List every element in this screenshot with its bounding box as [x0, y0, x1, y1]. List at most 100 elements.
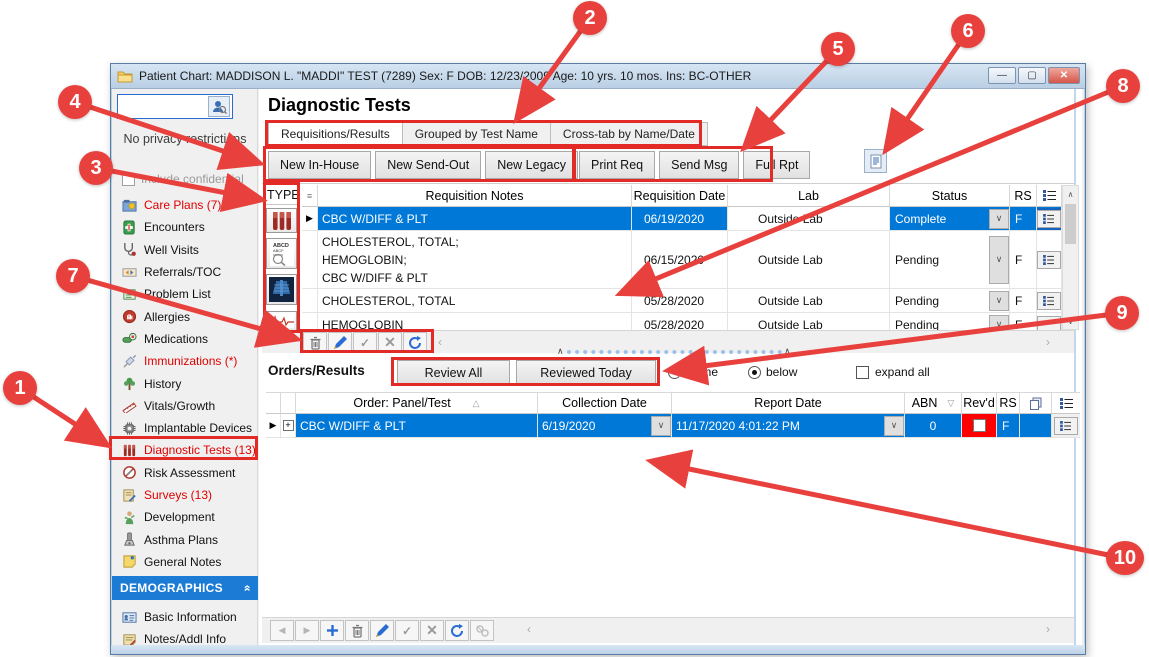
scroll-down-icon[interactable]: ∨ — [1067, 316, 1074, 326]
col-report-date[interactable]: Report Date — [672, 393, 905, 414]
reviewed-today-button[interactable]: Reviewed Today — [516, 360, 656, 385]
include-confidential-row[interactable]: Include confidential — [122, 172, 244, 186]
row-detail-button[interactable] — [1037, 289, 1062, 313]
collection-date-dropdown[interactable]: 6/19/2020 ∨ — [538, 414, 672, 438]
expand-all-checkbox[interactable] — [856, 365, 869, 379]
inline-radio[interactable]: in-line — [668, 365, 718, 379]
col-lab[interactable]: Lab — [728, 185, 890, 207]
requisitions-scrollbar[interactable]: ∧ ∨ — [1062, 185, 1079, 330]
demographics-header[interactable]: DEMOGRAPHICS » — [112, 576, 258, 600]
minimize-button[interactable]: — — [988, 67, 1016, 84]
reviewed-flag-cell[interactable] — [962, 414, 997, 438]
splitter-collapse-icon[interactable]: ∧ — [784, 346, 791, 356]
col-rs2[interactable]: RS — [997, 393, 1020, 414]
filter-imaging-tests-button[interactable] — [266, 274, 297, 305]
print-req-button[interactable]: Print Req — [579, 151, 656, 179]
sidebar-item-implantable-devices[interactable]: Implantable Devices — [112, 417, 258, 439]
confirm-icon[interactable]: ✓ — [395, 620, 419, 641]
hscroll-right-icon[interactable]: › — [1046, 622, 1050, 636]
row-detail-button[interactable] — [1052, 414, 1080, 438]
col-collection-date[interactable]: Collection Date — [538, 393, 672, 414]
column-chooser-icon[interactable]: ≡ — [302, 185, 318, 207]
requisition-row[interactable]: CHOLESTEROL, TOTAL; HEMOGLOBIN; CBC W/DI… — [302, 231, 1062, 289]
col-rs[interactable]: RS — [1010, 185, 1037, 207]
add-icon[interactable] — [320, 620, 344, 641]
status-dropdown[interactable]: Pending ∨ — [890, 231, 1010, 289]
status-dropdown[interactable]: Pending ∨ — [890, 313, 1010, 330]
report-date-dropdown[interactable]: 11/17/2020 4:01:22 PM ∨ — [672, 414, 905, 438]
report-doc-button[interactable] — [864, 149, 887, 173]
col-order-panel-test[interactable]: Order: Panel/Test △ — [296, 393, 538, 414]
edit-icon[interactable] — [370, 620, 394, 641]
sidebar-item-care-plans[interactable]: Care Plans (7) — [112, 194, 258, 216]
status-dropdown[interactable]: Pending ∨ — [890, 289, 1010, 313]
splitter-handle[interactable] — [567, 350, 782, 354]
grid-options-icon[interactable] — [1052, 393, 1080, 414]
requisition-row[interactable]: CHOLESTEROL, TOTAL 05/28/2020 Outside La… — [302, 289, 1062, 313]
next-icon[interactable]: ▶ — [295, 620, 319, 641]
tab-requisitions-results[interactable]: Requisitions/Results — [268, 122, 403, 146]
sidebar-item-notes-addl-info[interactable]: Notes/Addl Info — [112, 628, 258, 650]
filter-vision-tests-button[interactable]: ABCD ABCF PECFD — [266, 238, 297, 269]
tab-crosstab-by-name-date[interactable]: Cross-tab by Name/Date — [550, 122, 708, 146]
include-confidential-checkbox[interactable] — [122, 172, 135, 186]
grid-options-icon[interactable] — [1037, 185, 1062, 207]
process-icon[interactable] — [470, 620, 494, 641]
row-detail-button[interactable] — [1037, 231, 1062, 289]
filter-blood-tests-button[interactable] — [266, 208, 297, 233]
expand-all-checkbox-row[interactable]: expand all — [856, 365, 930, 379]
patient-photo-button[interactable] — [208, 96, 230, 117]
tab-grouped-by-test-name[interactable]: Grouped by Test Name — [402, 122, 551, 146]
requisition-row[interactable]: HEMOGLOBIN 05/28/2020 Outside Lab Pendin… — [302, 313, 1062, 330]
sidebar-item-risk-assessment[interactable]: Risk Assessment — [112, 462, 258, 484]
scrollbar-thumb[interactable] — [1065, 204, 1076, 244]
requisition-row[interactable]: ▶ CBC W/DIFF & PLT 06/19/2020 Outside La… — [302, 207, 1062, 231]
col-requisition-notes[interactable]: Requisition Notes — [318, 185, 632, 207]
row-detail-button[interactable] — [1037, 207, 1062, 231]
sidebar-item-referrals[interactable]: Referrals/TOC — [112, 261, 258, 283]
refresh-icon[interactable] — [403, 332, 427, 353]
prev-icon[interactable]: ◀ — [270, 620, 294, 641]
sidebar-item-surveys[interactable]: Surveys (13) — [112, 484, 258, 506]
maximize-button[interactable]: ▢ — [1018, 67, 1046, 84]
splitter-collapse-icon[interactable]: ∧ — [557, 346, 564, 356]
full-rpt-button[interactable]: Full Rpt — [743, 151, 811, 179]
below-radio[interactable]: below — [748, 365, 797, 379]
trash-icon[interactable] — [303, 332, 327, 353]
trash-icon[interactable] — [345, 620, 369, 641]
col-revd[interactable]: Rev'd — [962, 393, 997, 414]
confirm-icon[interactable]: ✓ — [353, 332, 377, 353]
sidebar-item-asthma-plans[interactable]: Asthma Plans — [112, 528, 258, 550]
new-legacy-button[interactable]: New Legacy — [485, 151, 578, 179]
refresh-icon[interactable] — [445, 620, 469, 641]
copy-icon[interactable] — [1020, 393, 1052, 414]
filter-ekg-tests-button[interactable] — [266, 311, 297, 331]
col-status[interactable]: Status — [890, 185, 1010, 207]
requisitions-grid[interactable]: ≡ Requisition Notes Requisition Date Lab… — [302, 185, 1062, 330]
send-msg-button[interactable]: Send Msg — [659, 151, 740, 179]
review-all-button[interactable]: Review All — [397, 360, 510, 385]
hscroll-left-icon[interactable]: ‹ — [438, 335, 442, 349]
sidebar-item-general-notes[interactable]: General Notes — [112, 551, 258, 573]
new-send-out-button[interactable]: New Send-Out — [375, 151, 482, 179]
order-row[interactable]: ▶ + CBC W/DIFF & PLT 6/19/2020 ∨ 11/17/20… — [266, 414, 1080, 438]
expand-row-button[interactable]: + — [281, 414, 296, 438]
sidebar-item-history[interactable]: History — [112, 372, 258, 394]
orders-grid[interactable]: Order: Panel/Test △ Collection Date Repor… — [266, 392, 1080, 438]
sidebar-item-development[interactable]: Development — [112, 506, 258, 528]
hscroll-right-icon[interactable]: › — [1046, 335, 1050, 349]
sidebar-item-encounters[interactable]: Encounters — [112, 216, 258, 238]
cancel-icon[interactable]: ✕ — [420, 620, 444, 641]
scroll-up-icon[interactable]: ∧ — [1067, 189, 1074, 199]
new-in-house-button[interactable]: New In-House — [268, 151, 372, 179]
edit-icon[interactable] — [328, 332, 352, 353]
sidebar-item-allergies[interactable]: Allergies — [112, 305, 258, 327]
sidebar-item-well-visits[interactable]: Well Visits — [112, 239, 258, 261]
sidebar-item-vitals-growth[interactable]: Vitals/Growth — [112, 395, 258, 417]
status-dropdown[interactable]: Complete ∨ — [890, 207, 1010, 231]
cancel-icon[interactable]: ✕ — [378, 332, 402, 353]
radio-selected-icon[interactable] — [748, 365, 761, 379]
sidebar-item-basic-information[interactable]: Basic Information — [112, 606, 258, 628]
hscroll-left-icon[interactable]: ‹ — [527, 622, 531, 636]
sidebar-item-immunizations[interactable]: Immunizations (*) — [112, 350, 258, 372]
